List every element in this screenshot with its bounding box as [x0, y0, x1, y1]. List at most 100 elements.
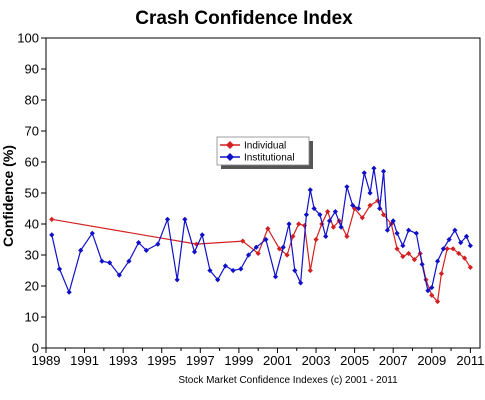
data-point-institutional	[191, 249, 198, 255]
x-tick-label: 1993	[109, 353, 138, 368]
data-point-institutional	[126, 258, 132, 264]
y-tick-label: 80	[25, 93, 39, 108]
data-point-institutional	[107, 260, 113, 266]
data-point-institutional	[390, 218, 396, 224]
data-point-institutional	[338, 224, 344, 230]
data-point-institutional	[361, 170, 367, 176]
legend-label-institutional: Institutional	[244, 153, 295, 164]
legend-marker-institutional	[226, 153, 234, 161]
y-axis-label: Confidence (%)	[0, 145, 16, 247]
series-layer	[49, 165, 473, 305]
y-tick-label: 10	[25, 310, 39, 325]
data-point-institutional	[207, 267, 213, 274]
chart-title: Crash Confidence Index	[135, 8, 353, 29]
data-point-institutional	[400, 243, 406, 249]
data-point-individual	[296, 221, 302, 227]
data-point-institutional	[377, 205, 383, 212]
series-institutional	[49, 165, 473, 295]
data-point-institutional	[434, 258, 441, 264]
data-point-institutional	[56, 266, 63, 272]
y-tick-label: 20	[25, 279, 39, 294]
data-point-institutional	[78, 247, 84, 253]
data-point-institutional	[245, 252, 252, 258]
data-point-institutional	[384, 227, 391, 233]
chart-footer: Stock Market Confidence Indexes (c) 2001…	[178, 375, 398, 386]
x-tick-label: 2005	[340, 353, 369, 368]
data-point-institutional	[413, 230, 419, 236]
data-point-individual	[438, 271, 445, 277]
x-tick-label: 1991	[70, 353, 99, 368]
y-tick-label: 100	[17, 31, 39, 46]
data-point-institutional	[135, 240, 142, 246]
data-point-individual	[276, 246, 282, 252]
data-point-institutional	[263, 236, 269, 243]
data-point-institutional	[99, 258, 105, 264]
data-point-institutional	[66, 289, 72, 295]
data-point-individual	[330, 224, 337, 230]
data-point-institutional	[49, 232, 55, 238]
data-point-individual	[434, 298, 441, 305]
data-point-institutional	[155, 241, 161, 247]
data-point-institutional	[307, 187, 313, 193]
data-point-institutional	[280, 244, 286, 250]
y-tick-label: 50	[25, 186, 39, 201]
data-point-individual	[307, 267, 313, 274]
data-point-institutional	[394, 230, 400, 236]
data-point-institutional	[272, 274, 279, 280]
legend: Individual Institutional	[216, 136, 313, 169]
data-point-institutional	[452, 227, 458, 233]
y-tick-label: 90	[25, 62, 39, 77]
x-axis: 1989 1991 1993 1995 1997 1999 2001 2003 2005 2007…	[32, 348, 484, 368]
data-point-individual	[352, 205, 358, 212]
data-point-individual	[394, 246, 400, 252]
data-point-individual	[301, 222, 308, 229]
data-point-institutional	[463, 233, 470, 239]
data-point-institutional	[332, 209, 338, 215]
data-point-institutional	[344, 184, 350, 190]
x-tick-label: 1995	[147, 353, 176, 368]
x-tick-label: 2001	[263, 353, 292, 368]
data-point-institutional	[89, 230, 95, 236]
data-point-institutional	[116, 272, 122, 278]
data-point-institutional	[230, 267, 236, 274]
data-point-institutional	[143, 247, 149, 253]
data-point-institutional	[292, 267, 298, 274]
x-tick-label: 2011	[456, 353, 484, 368]
data-point-institutional	[467, 243, 473, 249]
data-point-individual	[240, 238, 246, 244]
data-point-institutional	[458, 240, 464, 246]
data-point-individual	[429, 292, 435, 298]
x-tick-label: 1997	[186, 353, 215, 368]
legend-marker-individual	[226, 141, 234, 149]
data-point-institutional	[350, 202, 356, 208]
x-tick-label: 2009	[417, 353, 446, 368]
data-point-institutional	[440, 246, 446, 252]
data-point-institutional	[326, 218, 333, 224]
data-point-individual	[406, 250, 412, 257]
data-point-individual	[359, 215, 365, 221]
data-point-institutional	[380, 168, 387, 174]
data-point-institutional	[406, 227, 412, 233]
data-point-individual	[461, 255, 468, 261]
data-point-institutional	[311, 205, 317, 212]
data-point-individual	[450, 246, 456, 252]
data-point-institutional	[253, 244, 259, 250]
y-tick-label: 70	[25, 124, 39, 139]
data-point-institutional	[286, 221, 292, 227]
data-point-institutional	[222, 263, 228, 269]
y-tick-label: 0	[32, 341, 39, 356]
data-point-individual	[411, 257, 418, 263]
data-point-institutional	[367, 190, 373, 196]
y-tick-label: 60	[25, 155, 39, 170]
data-point-individual	[284, 252, 290, 258]
data-point-individual	[313, 236, 319, 243]
data-point-institutional	[215, 277, 221, 283]
plot-area	[45, 37, 481, 349]
data-point-individual	[49, 216, 55, 222]
data-point-individual	[325, 209, 331, 215]
data-point-institutional	[164, 216, 171, 222]
data-point-individual	[444, 246, 450, 252]
data-point-individual	[400, 253, 406, 260]
